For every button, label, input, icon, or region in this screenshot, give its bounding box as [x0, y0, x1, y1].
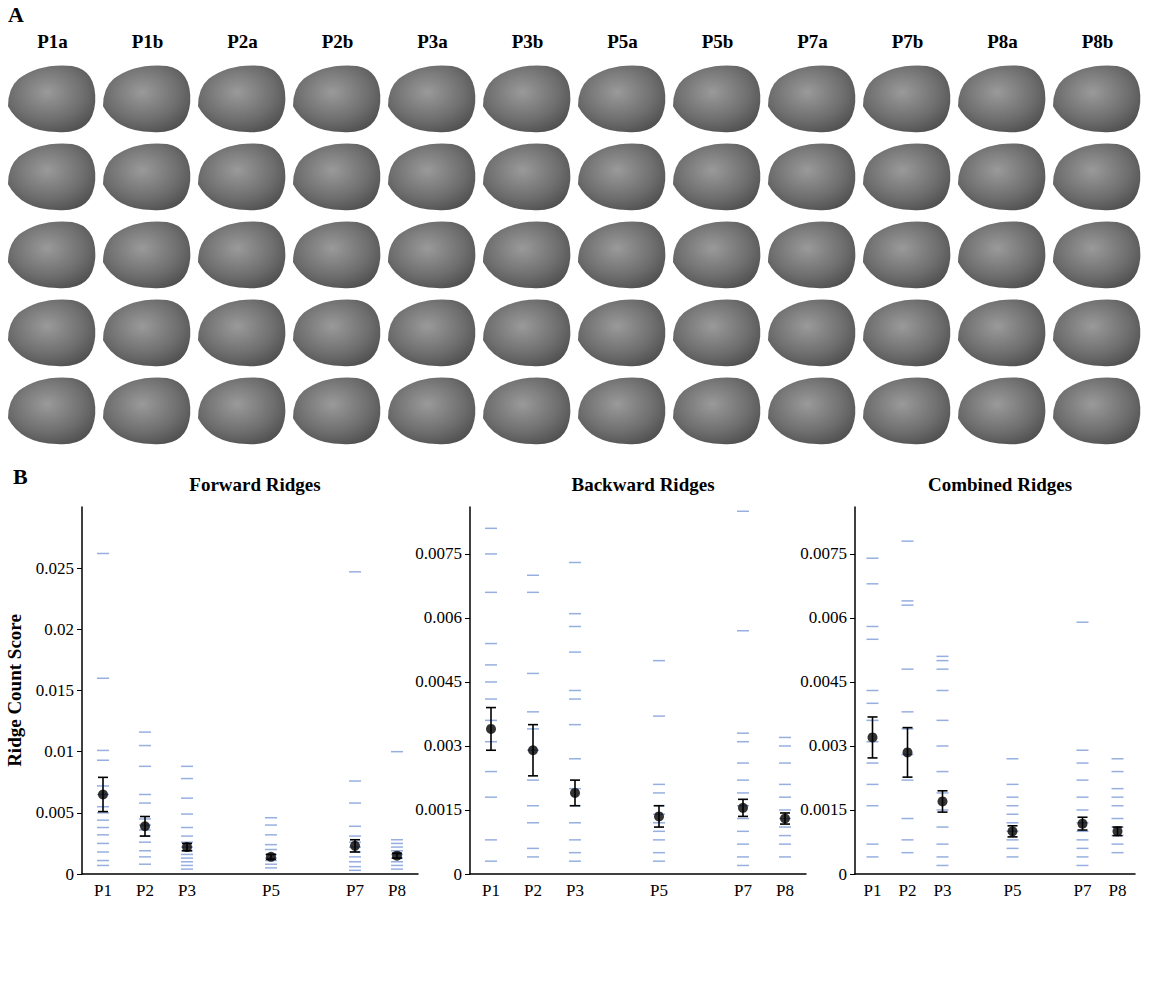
- svg-text:0.003: 0.003: [424, 736, 462, 755]
- svg-text:0.003: 0.003: [809, 736, 847, 755]
- svg-text:0.005: 0.005: [36, 803, 74, 822]
- svg-text:P7: P7: [346, 881, 364, 900]
- svg-text:0.006: 0.006: [809, 608, 847, 627]
- svg-text:P7: P7: [734, 881, 752, 900]
- svg-text:0: 0: [66, 865, 75, 884]
- svg-text:P5: P5: [650, 881, 668, 900]
- svg-text:P1: P1: [482, 881, 500, 900]
- svg-text:P2a: P2a: [227, 31, 258, 52]
- svg-text:0.0045: 0.0045: [800, 672, 847, 691]
- svg-text:0.015: 0.015: [36, 681, 74, 700]
- svg-text:0.0045: 0.0045: [415, 672, 462, 691]
- svg-text:0.0015: 0.0015: [415, 800, 462, 819]
- svg-text:P1b: P1b: [132, 31, 164, 52]
- svg-text:0.02: 0.02: [44, 620, 74, 639]
- svg-text:P1: P1: [94, 881, 112, 900]
- svg-text:Forward Ridges: Forward Ridges: [189, 474, 320, 495]
- svg-text:P8: P8: [388, 881, 406, 900]
- svg-text:0.006: 0.006: [424, 608, 462, 627]
- svg-text:P8: P8: [1109, 881, 1127, 900]
- svg-text:P3: P3: [566, 881, 584, 900]
- svg-text:0.0015: 0.0015: [800, 800, 847, 819]
- svg-text:0.0075: 0.0075: [800, 544, 847, 563]
- svg-text:P5b: P5b: [702, 31, 734, 52]
- svg-text:P3: P3: [178, 881, 196, 900]
- svg-text:P3a: P3a: [417, 31, 448, 52]
- svg-text:0: 0: [839, 865, 848, 884]
- svg-text:P1: P1: [864, 881, 882, 900]
- svg-text:P5: P5: [1004, 881, 1022, 900]
- svg-text:Combined Ridges: Combined Ridges: [928, 474, 1072, 495]
- svg-text:Backward Ridges: Backward Ridges: [571, 474, 714, 495]
- svg-text:Ridge Count Score: Ridge Count Score: [4, 614, 25, 767]
- svg-text:P2: P2: [899, 881, 917, 900]
- svg-text:P5: P5: [262, 881, 280, 900]
- svg-text:P8b: P8b: [1082, 31, 1114, 52]
- svg-text:P2: P2: [136, 881, 154, 900]
- svg-text:0: 0: [454, 865, 463, 884]
- svg-text:P7: P7: [1074, 881, 1092, 900]
- svg-text:0.0075: 0.0075: [415, 544, 462, 563]
- svg-text:P8: P8: [776, 881, 794, 900]
- svg-text:P8a: P8a: [987, 31, 1018, 52]
- svg-text:P2b: P2b: [322, 31, 354, 52]
- svg-text:P7b: P7b: [892, 31, 924, 52]
- svg-text:0.025: 0.025: [36, 559, 74, 578]
- svg-text:A: A: [8, 2, 24, 27]
- svg-text:P7a: P7a: [797, 31, 828, 52]
- svg-text:P3b: P3b: [512, 31, 544, 52]
- svg-text:B: B: [13, 464, 28, 489]
- svg-text:P3: P3: [934, 881, 952, 900]
- svg-text:P5a: P5a: [607, 31, 638, 52]
- svg-text:0.01: 0.01: [44, 742, 74, 761]
- svg-text:P2: P2: [524, 881, 542, 900]
- svg-text:P1a: P1a: [37, 31, 68, 52]
